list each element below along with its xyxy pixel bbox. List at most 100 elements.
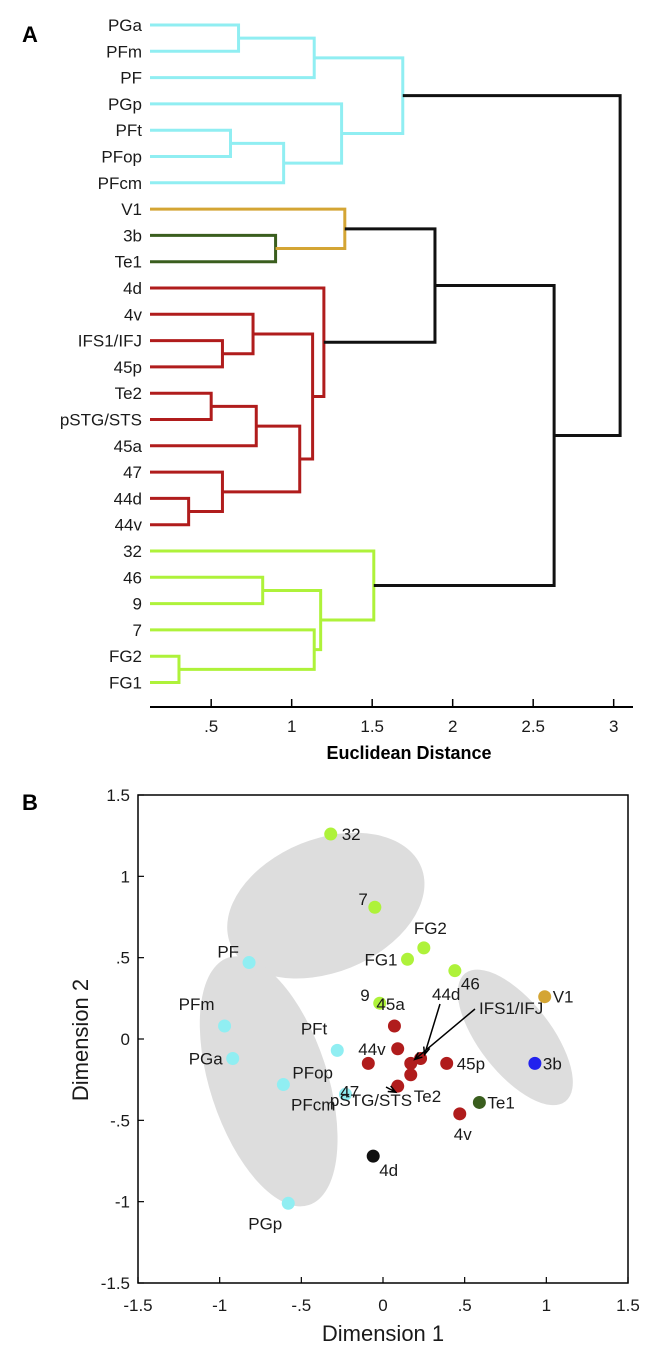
- dendrogram-branch-13: [150, 496, 191, 527]
- point-te2: [404, 1068, 418, 1082]
- leaf-label-pfcm: PFcm: [98, 174, 142, 193]
- point-label-fg2: FG2: [414, 919, 447, 938]
- dendrogram-branch-8: [150, 207, 347, 251]
- dendrogram-x-tick-label: 3: [609, 717, 618, 736]
- label-arrow-pstg-sts: [385, 1085, 398, 1094]
- dendrogram-branch-18: [323, 227, 437, 344]
- point-46: [448, 964, 462, 978]
- scatter-panel: -1.5 -1 -.5 0.5 1 1.51.51.50-.5-1-1.5 327FG2F…: [68, 786, 640, 1346]
- point-label-pft: PFt: [301, 1019, 328, 1038]
- point-label-4v: 4v: [454, 1125, 472, 1144]
- dendrogram-branch-17: [150, 286, 326, 398]
- leaf-label-47: 47: [123, 463, 142, 482]
- leaf-label-pfop: PFop: [101, 148, 142, 167]
- point-label-pf: PF: [217, 943, 239, 962]
- point-label-pfop: PFop: [292, 1064, 333, 1083]
- leaf-label-ifs1-ifj: IFS1/IFJ: [78, 332, 142, 351]
- point-label-45p: 45p: [457, 1054, 485, 1073]
- leaf-label-44d: 44d: [114, 489, 142, 508]
- dendrogram-branch-14: [150, 470, 224, 514]
- leaf-label-44v: 44v: [115, 516, 143, 535]
- point-pfcm: [338, 1087, 352, 1101]
- point-label-pstg-sts: pSTG/STS: [330, 1091, 412, 1110]
- leaf-label-pf: PF: [120, 69, 142, 88]
- scatter-y-axis-title: Dimension 2: [68, 979, 93, 1101]
- point-v1: [538, 990, 552, 1004]
- dendrogram-branch-15: [222, 424, 302, 494]
- dendrogram-x-axis-title: Euclidean Distance: [326, 743, 491, 763]
- dendrogram-branch-6: [314, 56, 405, 135]
- leaf-label-45a: 45a: [114, 437, 143, 456]
- scatter-ticks: -1.5 -1 -.5 0.5 1 1.51.51.50-.5-1-1.5: [101, 786, 640, 1315]
- leaf-label-fg1: FG1: [109, 674, 142, 693]
- scatter-point-labels: 32 7 FG2 FG1 46 9 PF PFm PGa PFt PFop PFcm PGp V1 3b Te…: [179, 825, 574, 1233]
- point-te1: [472, 1095, 486, 1109]
- dendrogram-branch-19: [150, 654, 181, 684]
- label-arrow-44d: [422, 1003, 441, 1057]
- point-47: [361, 1056, 375, 1070]
- leaf-label-45p: 45p: [114, 358, 142, 377]
- cluster-ellipses: [199, 832, 573, 1207]
- point-45p: [440, 1056, 454, 1070]
- leaf-label-32: 32: [123, 542, 142, 561]
- leaf-label-pgp: PGp: [108, 95, 142, 114]
- dendrogram-branch-7: [150, 233, 278, 264]
- leaf-label-pga: PGa: [108, 16, 143, 35]
- dendrogram-branch-1: [150, 23, 241, 53]
- scatter-x-tick-label: .5: [458, 1296, 472, 1315]
- dendrogram-branch-4: [150, 141, 286, 185]
- scatter-y-tick-label: 0: [121, 1030, 130, 1049]
- point-pfm: [218, 1019, 232, 1033]
- panel-b-letter: B: [22, 790, 38, 815]
- scatter-y-tick-label: -.5: [110, 1111, 130, 1130]
- point-label-44d: 44d: [432, 985, 460, 1004]
- dendrogram-x-ticks: .5 1 1.5 2 2.5 3: [204, 699, 618, 736]
- point-label-pfcm: PFcm: [291, 1095, 335, 1114]
- leaf-label-pfm: PFm: [106, 42, 142, 61]
- leaf-label-4d: 4d: [123, 279, 142, 298]
- dendrogram-branch-5: [150, 102, 344, 165]
- point-45a: [387, 1019, 401, 1033]
- label-arrows: [385, 1003, 476, 1094]
- dendrogram-branch-10: [150, 312, 255, 356]
- scatter-x-tick-label: -.5: [291, 1296, 311, 1315]
- dendrogram-x-tick-label: 2: [448, 717, 457, 736]
- scatter-x-axis-title: Dimension 1: [322, 1321, 444, 1346]
- point-label-fg1: FG1: [364, 950, 397, 969]
- dendrogram-branch-12: [150, 404, 258, 448]
- dendrogram-branch-21: [150, 575, 265, 606]
- point-3b: [528, 1056, 542, 1070]
- point-7: [368, 900, 382, 914]
- point-label-ifs1-ifj: IFS1/IFJ: [479, 999, 543, 1018]
- point-label-te2: Te2: [414, 1087, 441, 1106]
- leaf-label-7: 7: [133, 621, 142, 640]
- point-fg1: [401, 952, 414, 966]
- point-label-pgp: PGp: [248, 1214, 282, 1233]
- scatter-y-tick-label: 1.5: [106, 786, 130, 805]
- dendrogram-leaf-labels: PGa PFm PF PGp PFt PFop PFcm V1 3b Te1 4d 4v IFS1/IF…: [60, 16, 143, 693]
- dendrogram-branch-16: [253, 332, 315, 461]
- point-pfop: [276, 1078, 290, 1092]
- dendrogram-panel: PGa PFm PF PGp PFt PFop PFcm V1 3b Te1 4d 4v IFS1/IF…: [60, 16, 633, 763]
- label-arrow-ifs1-ifj: [413, 1008, 476, 1061]
- leaf-label-pstg-sts: pSTG/STS: [60, 411, 142, 430]
- point-32: [324, 827, 338, 841]
- dendrogram-branch-2: [150, 36, 316, 80]
- leaf-label-te2: Te2: [115, 384, 142, 403]
- point-label-pfm: PFm: [179, 995, 215, 1014]
- point-4v: [453, 1107, 467, 1121]
- dendrogram-x-tick-label: 1.5: [360, 717, 384, 736]
- point-pgp: [281, 1196, 295, 1210]
- dendrogram-branch-25: [402, 94, 622, 438]
- scatter-x-tick-label: 1: [542, 1296, 551, 1315]
- scatter-y-tick-label: .5: [116, 949, 130, 968]
- point-44v: [391, 1042, 405, 1056]
- dendrogram-branch-22: [262, 588, 323, 652]
- cluster-ellipse-3: [457, 969, 573, 1106]
- point-pga: [226, 1052, 240, 1066]
- leaf-label-46: 46: [123, 568, 142, 587]
- dendrogram-branch-20: [150, 628, 316, 671]
- point-label-46: 46: [461, 975, 480, 994]
- leaf-label-9: 9: [133, 595, 142, 614]
